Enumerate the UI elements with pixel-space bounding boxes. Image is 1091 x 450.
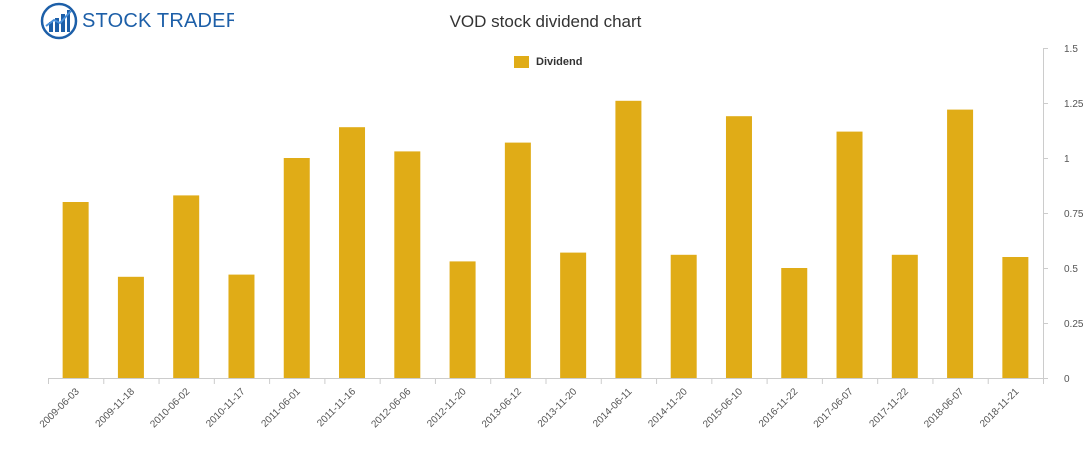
- legend[interactable]: Dividend: [514, 56, 582, 68]
- x-tick-label: 2010-11-17: [204, 386, 248, 430]
- logo-text: STOCK TRADERS: [82, 9, 234, 32]
- x-tick-label: 2015-06-10: [701, 386, 745, 430]
- y-tick-label: 1.25: [1064, 99, 1084, 110]
- bar: [394, 151, 421, 378]
- x-tick-label: 2011-06-01: [259, 386, 303, 430]
- y-tick-label: 0.75: [1064, 209, 1084, 220]
- bar: [560, 252, 587, 378]
- x-tick-label: 2012-11-20: [425, 386, 469, 430]
- x-tick-label: 2017-06-07: [812, 386, 856, 430]
- bar: [504, 142, 531, 378]
- bar: [725, 116, 752, 378]
- bar: [836, 131, 863, 378]
- y-tick-label: 1.5: [1064, 44, 1078, 55]
- bar: [228, 274, 255, 378]
- bar: [1002, 257, 1029, 378]
- x-tick-label: 2014-11-20: [646, 386, 690, 430]
- bar: [615, 100, 642, 379]
- x-tick-label: 2013-11-20: [536, 386, 580, 430]
- bar-chart-globe-icon: [40, 2, 78, 40]
- y-tick-label: 1: [1064, 154, 1070, 165]
- x-tick-label: 2017-11-22: [867, 386, 911, 430]
- x-tick-label: 2011-11-16: [315, 386, 358, 429]
- bar: [449, 261, 476, 378]
- x-tick-label: 2012-06-06: [369, 386, 413, 430]
- x-tick-label: 2016-11-22: [757, 386, 801, 430]
- x-tick-label: 2009-11-18: [94, 386, 138, 430]
- bar: [947, 109, 974, 378]
- x-tick-label: 2013-06-12: [480, 386, 524, 430]
- y-tick-label: 0.25: [1064, 319, 1084, 330]
- x-tick-label: 2009-06-03: [38, 386, 82, 430]
- bar: [670, 254, 697, 378]
- bar: [339, 127, 366, 378]
- legend-swatch: [514, 56, 529, 68]
- y-tick-label: 0.5: [1064, 264, 1078, 275]
- bar: [173, 195, 200, 378]
- x-tick-label: 2014-06-11: [591, 386, 635, 430]
- y-tick-label: 0: [1064, 374, 1070, 385]
- bar: [891, 254, 918, 378]
- bar: [283, 158, 310, 378]
- x-tick-label: 2018-06-07: [922, 386, 966, 430]
- x-tick-label: 2018-11-21: [978, 386, 1022, 430]
- logo: STOCK TRADERS: [40, 2, 234, 40]
- bar: [62, 202, 89, 378]
- legend-label: Dividend: [536, 56, 583, 68]
- bar: [117, 276, 144, 378]
- x-tick-label: 2010-06-02: [148, 386, 192, 430]
- chart-title: VOD stock dividend chart: [449, 12, 642, 31]
- bar: [781, 268, 808, 378]
